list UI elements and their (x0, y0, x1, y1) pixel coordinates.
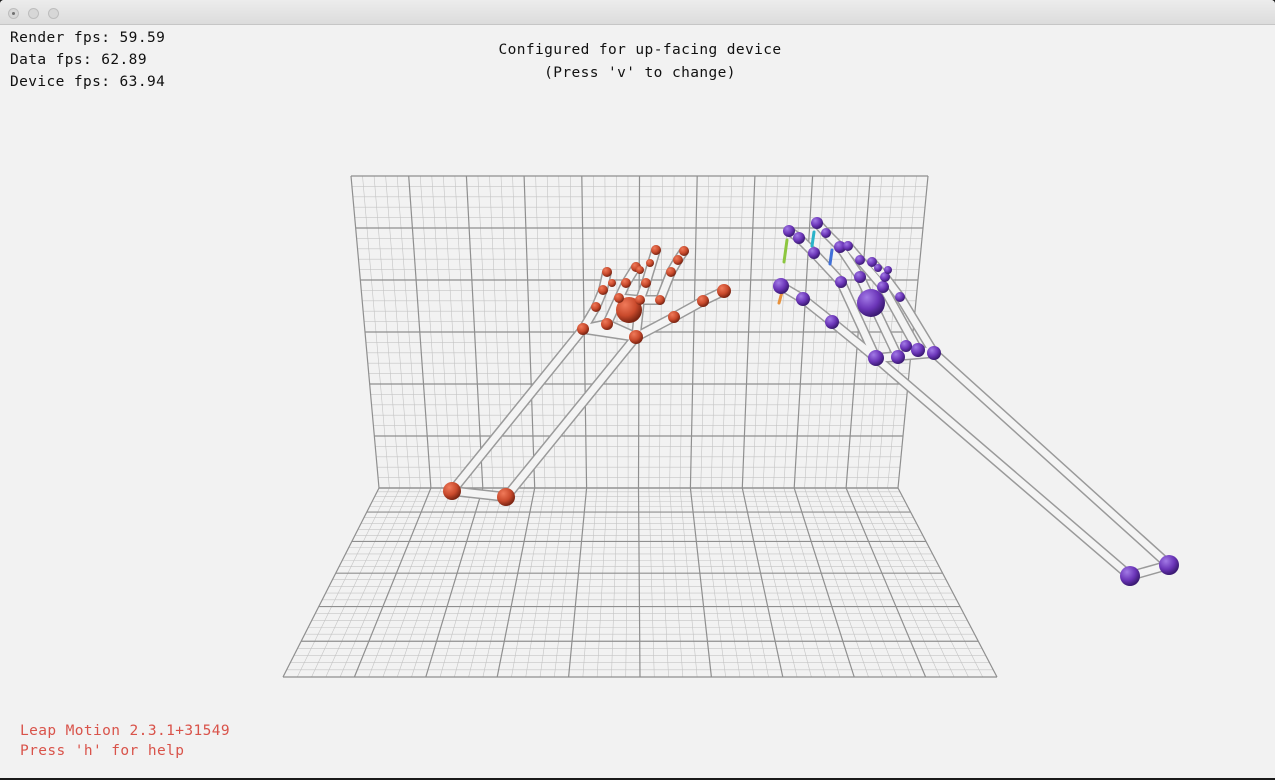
left-hand-skeleton (443, 245, 731, 506)
render-fps-readout: Render fps: 59.59 (10, 30, 166, 46)
help-hint: Press 'h' for help (20, 743, 185, 759)
orientation-hint: (Press 'v' to change) (544, 65, 736, 81)
device-fps-readout: Device fps: 63.94 (10, 74, 166, 90)
minimize-window-icon[interactable] (28, 8, 39, 19)
close-window-icon[interactable] (8, 8, 19, 19)
title-bar[interactable] (0, 0, 1275, 25)
device-orientation-message: Configured for up-facing device (498, 42, 782, 58)
data-fps-readout: Data fps: 62.89 (10, 52, 147, 68)
version-label: Leap Motion 2.3.1+31549 (20, 723, 230, 739)
zoom-window-icon[interactable] (48, 8, 59, 19)
right-hand-skeleton (773, 217, 1179, 586)
floor-major-grid (282, 487, 998, 678)
